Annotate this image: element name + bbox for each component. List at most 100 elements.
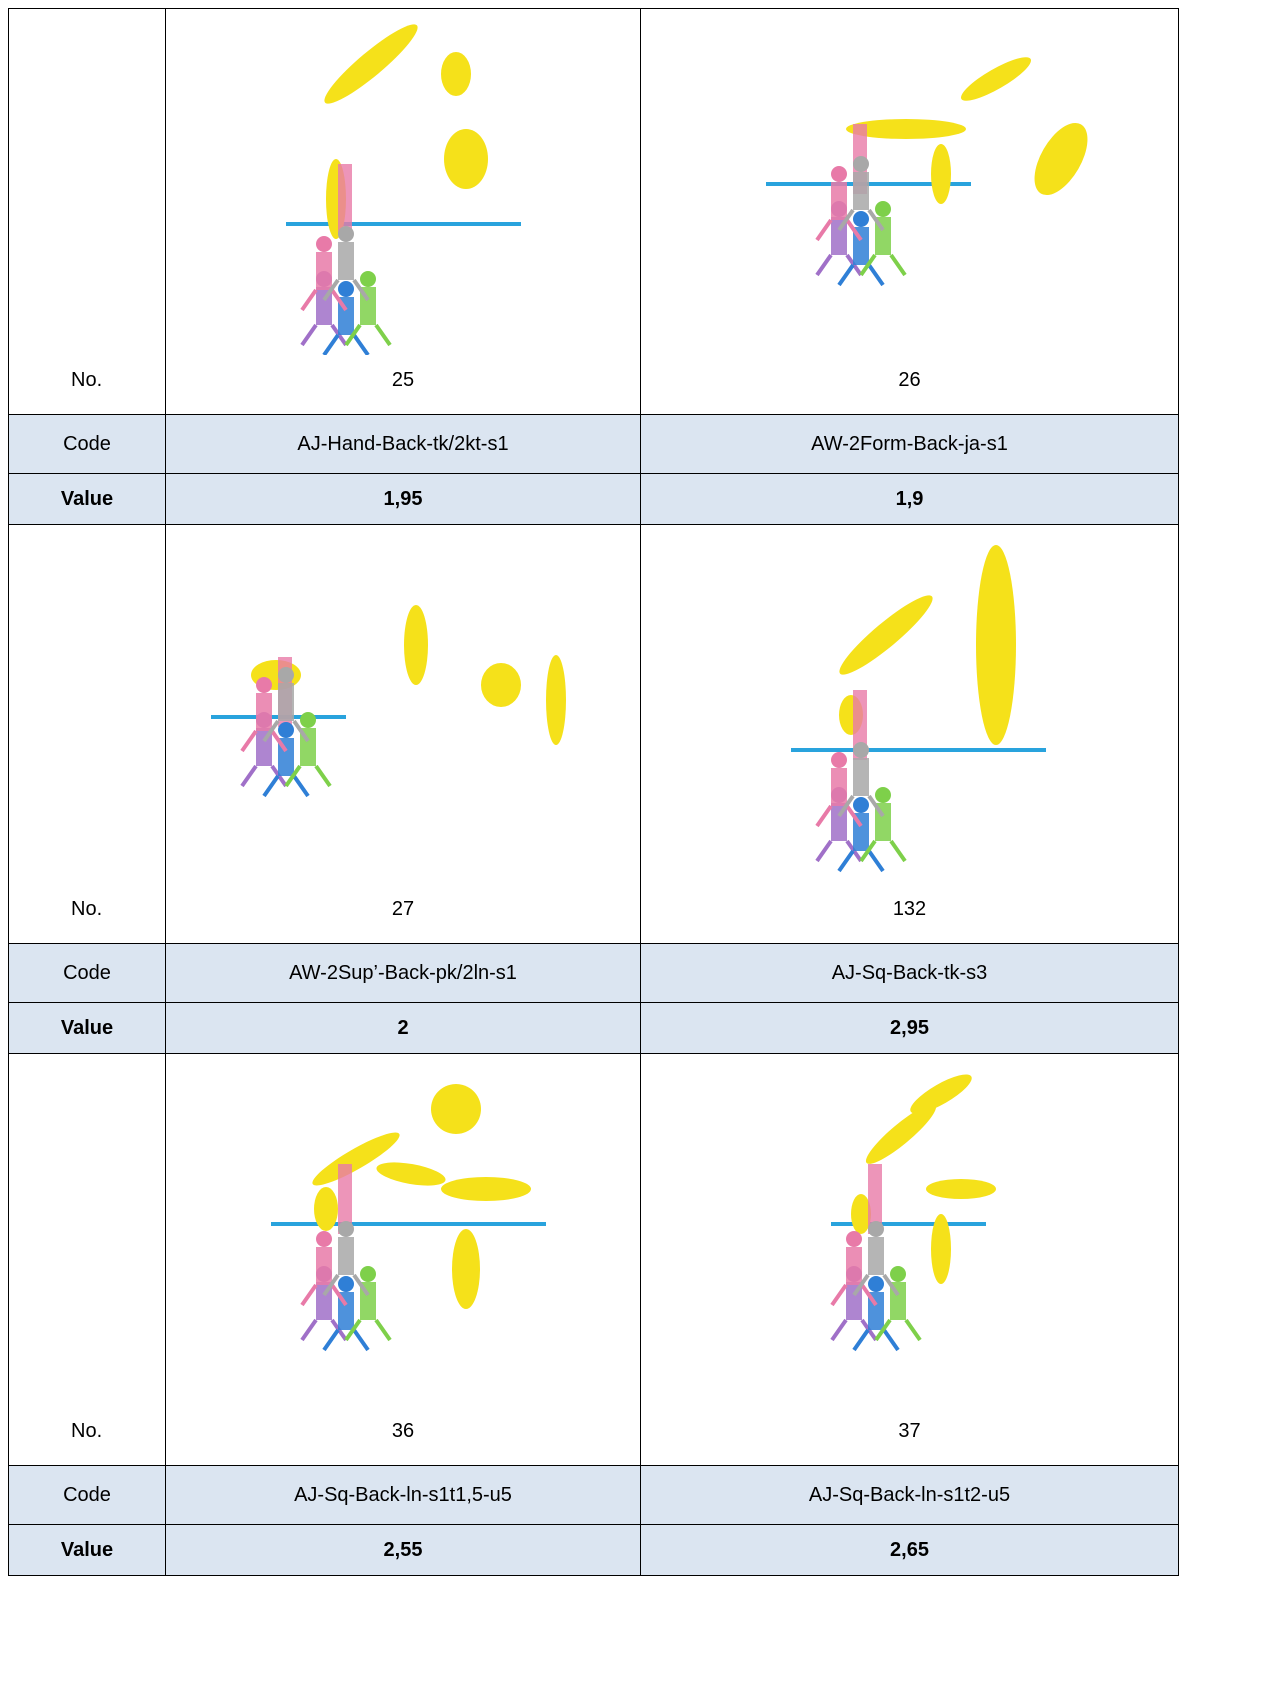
base-legs: [240, 729, 288, 753]
row-label: Code: [8, 414, 166, 474]
base-legs: [300, 288, 348, 312]
base-body: [338, 242, 354, 280]
base-head: [300, 712, 316, 728]
base-head: [831, 752, 847, 768]
flyer-figure: [910, 1074, 972, 1114]
item-number: 26: [898, 369, 921, 391]
image-row: No. 25 26: [8, 8, 1179, 415]
flyer-figure: [926, 1179, 996, 1199]
code-cell: AJ-Sq-Back-tk-s3: [640, 943, 1179, 1003]
flyer-figure: [961, 57, 1031, 101]
row-label: Value: [8, 1524, 166, 1576]
image-row: No. 36 37: [8, 1053, 1179, 1466]
base-body: [316, 1247, 332, 1285]
image-cell: 27: [165, 524, 641, 944]
code-cell: AW-2Form-Back-ja-s1: [640, 414, 1179, 474]
base-legs: [852, 1273, 900, 1297]
value-row: Value 2,55 2,65: [8, 1524, 1179, 1576]
flyer-figure: [931, 144, 951, 204]
top-figure: [868, 1164, 882, 1234]
flyer-figure: [431, 1084, 481, 1134]
base-head: [831, 166, 847, 182]
base-head: [868, 1221, 884, 1237]
code-row: Code AW-2Sup’-Back-pk/2ln-s1 AJ-Sq-Back-tk…: [8, 943, 1179, 1003]
base-head: [875, 201, 891, 217]
base-body: [831, 182, 847, 220]
base-head: [338, 226, 354, 242]
base-legs: [284, 764, 332, 788]
base-head: [278, 722, 294, 738]
base-legs: [262, 774, 310, 798]
row-label: No.: [8, 8, 166, 415]
image-cell: 26: [640, 8, 1179, 415]
base-legs: [815, 804, 863, 828]
flyer-figure: [444, 129, 488, 189]
base-legs: [300, 1283, 348, 1307]
base-legs: [837, 263, 885, 287]
value-row: Value 2 2,95: [8, 1002, 1179, 1054]
base-legs: [262, 719, 310, 743]
base-head: [853, 156, 869, 172]
base-body: [853, 758, 869, 796]
illustration: [830, 1074, 996, 1352]
base-legs: [322, 1273, 370, 1297]
base-legs: [874, 1318, 922, 1342]
base-head: [316, 1231, 332, 1247]
base-head: [360, 271, 376, 287]
base-body: [853, 172, 869, 210]
base-legs: [322, 278, 370, 302]
base-head: [853, 797, 869, 813]
flyer-figure: [452, 1229, 480, 1309]
base-body: [256, 693, 272, 731]
base-body: [868, 1237, 884, 1275]
base-body: [831, 768, 847, 806]
code-row: Code AJ-Hand-Back-tk/2kt-s1 AW-2Form-Back-…: [8, 414, 1179, 474]
base-legs: [859, 839, 907, 863]
base-legs: [344, 1318, 392, 1342]
code-row: Code AJ-Sq-Back-ln-s1t1,5-u5 AJ-Sq-Back-ln…: [8, 1465, 1179, 1525]
code-cell: AJ-Hand-Back-tk/2kt-s1: [165, 414, 641, 474]
base-head: [278, 667, 294, 683]
value-cell: 2,55: [165, 1524, 641, 1576]
value-cell: 2,95: [640, 1002, 1179, 1054]
base-head: [890, 1266, 906, 1282]
table: No. 25 26 Code AJ-Hand-Back-tk/2kt-s1 AW-2For…: [8, 8, 1179, 1576]
base-head: [875, 787, 891, 803]
row-label: No.: [8, 524, 166, 944]
flyer-figure: [312, 1132, 400, 1186]
illustration: [211, 605, 566, 798]
code-cell: AJ-Sq-Back-ln-s1t1,5-u5: [165, 1465, 641, 1525]
illustration: [791, 545, 1046, 873]
base-body: [338, 1237, 354, 1275]
flyer-figure: [976, 545, 1016, 745]
base-legs: [815, 218, 863, 242]
base-legs: [322, 333, 370, 355]
base-head: [256, 677, 272, 693]
flyer-figure: [376, 1162, 446, 1186]
flyer-figure: [441, 1177, 531, 1201]
value-row: Value 1,95 1,9: [8, 473, 1179, 525]
top-figure: [338, 164, 352, 234]
base-head: [338, 1276, 354, 1292]
flyer-figure: [851, 1194, 871, 1234]
code-cell: AJ-Sq-Back-ln-s1t2-u5: [640, 1465, 1179, 1525]
row-label: Value: [8, 473, 166, 525]
top-figure: [338, 1164, 352, 1234]
base-head: [853, 742, 869, 758]
image-cell: 132: [640, 524, 1179, 944]
item-number: 25: [391, 369, 415, 391]
flyer-figure: [1034, 122, 1088, 196]
item-number: 37: [898, 1420, 921, 1442]
row-label: Code: [8, 1465, 166, 1525]
image-cell: 25: [165, 8, 641, 415]
value-cell: 1,9: [640, 473, 1179, 525]
item-number: 36: [391, 1420, 415, 1442]
value-cell: 2,65: [640, 1524, 1179, 1576]
base-legs: [830, 1283, 878, 1307]
flyer-figure: [865, 1104, 937, 1164]
row-label: Value: [8, 1002, 166, 1054]
base-legs: [322, 1328, 370, 1352]
value-cell: 2: [165, 1002, 641, 1054]
base-head: [853, 211, 869, 227]
